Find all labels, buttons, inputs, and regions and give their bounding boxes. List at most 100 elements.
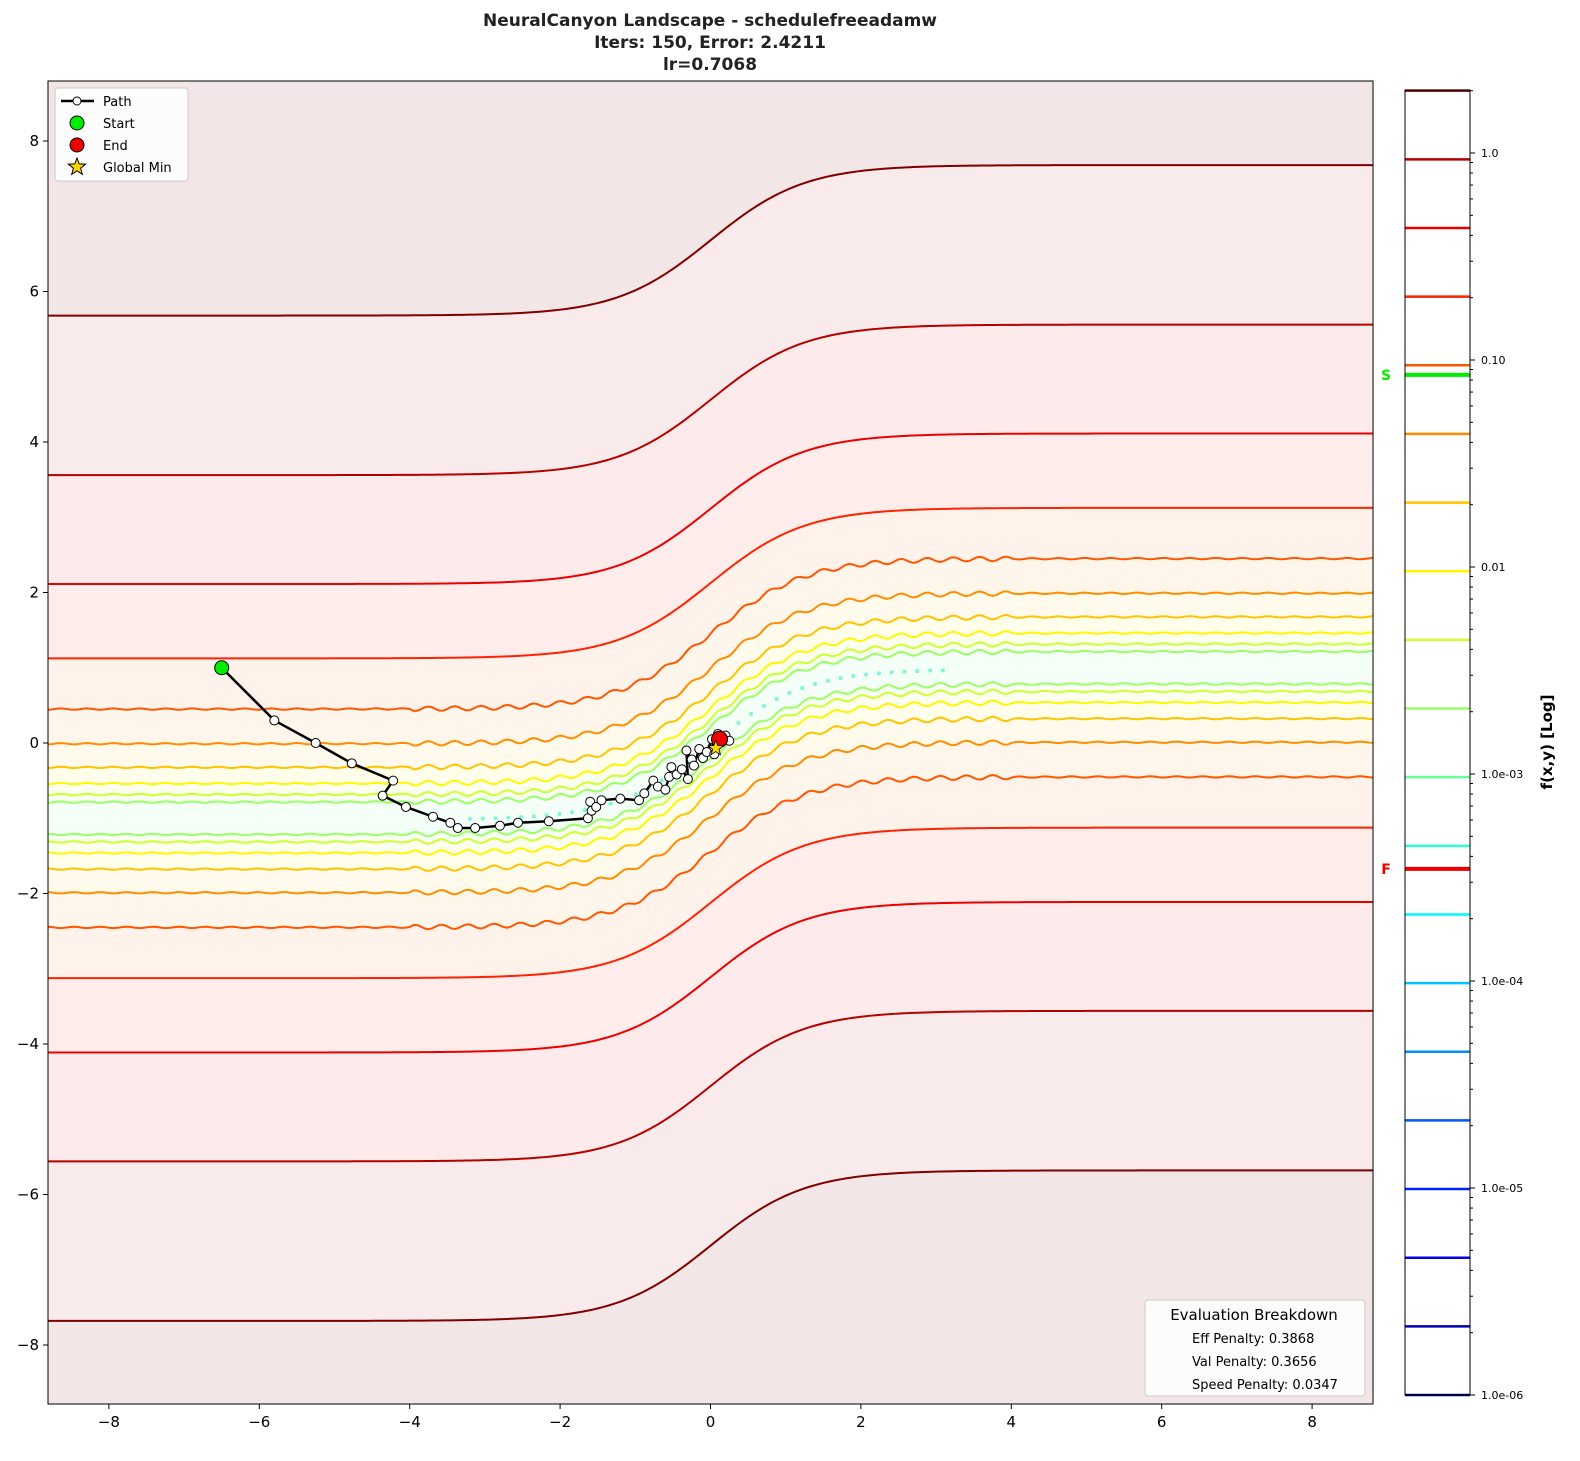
y-tick-label: 0 (29, 734, 39, 752)
x-tick-label: −4 (399, 1413, 421, 1431)
path-point (445, 817, 456, 828)
path-point (269, 715, 280, 726)
valley-ripple-dot (761, 703, 766, 708)
valley-ripple-dot (876, 671, 881, 676)
evaluation-eff: Eff Penalty: 0.3868 (1192, 1332, 1314, 1347)
valley-ripple-dot (864, 672, 869, 677)
contour-line (48, 614, 1373, 771)
valley-ripple-dot (889, 670, 894, 675)
x-tick-label: 2 (856, 1413, 866, 1431)
contour-line (48, 506, 1373, 660)
valley-ripple-dot (851, 674, 856, 679)
legend-end-marker (69, 137, 85, 153)
path-point (470, 823, 481, 834)
colorbar-tick-label: 0.01 (1481, 561, 1506, 574)
path-point (639, 788, 650, 799)
path-point (310, 738, 321, 748)
chart-title: NeuralCanyon Landscape - schedulefreeada… (483, 11, 937, 75)
valley-ripple-dot (659, 778, 664, 783)
path-point (634, 795, 645, 806)
valley-ripple-dot (467, 816, 472, 821)
legend-global-min-star (67, 156, 87, 176)
y-tick-label: 8 (29, 132, 39, 150)
start-marker (214, 660, 230, 676)
title-line-3: lr=0.7068 (663, 55, 757, 75)
valley-ripple-dot (608, 801, 613, 806)
path-point (377, 790, 388, 801)
title-line-1: NeuralCanyon Landscape - schedulefreeada… (483, 11, 937, 31)
path-point (494, 820, 505, 831)
valley-ripple-dot (787, 690, 792, 695)
x-tick-label: 6 (1157, 1413, 1167, 1431)
contour-line (48, 164, 1373, 317)
valley-ripple-dot (634, 792, 639, 797)
valley-ripple-dot (749, 711, 754, 716)
valley-ripple-dot (582, 808, 587, 813)
legend-path-label: Path (103, 95, 132, 110)
path-point (681, 745, 692, 756)
path-point (346, 758, 357, 769)
valley-ripple-dot (838, 676, 843, 681)
path-point (452, 823, 463, 834)
valley-ripple-dot (544, 813, 549, 818)
evaluation-speed: Speed Penalty: 0.0347 (1192, 1378, 1338, 1393)
y-tick-label: −6 (17, 1186, 39, 1204)
contour-line (48, 432, 1373, 586)
legend-end-label: End (103, 139, 128, 154)
contour-line (48, 630, 1373, 787)
contour-line (48, 773, 1373, 931)
path-point (591, 801, 602, 812)
contour-line (48, 590, 1373, 747)
legend-start-marker (69, 115, 85, 131)
colorbar-tick-label: 1.0 (1481, 147, 1499, 160)
colorbar-tick-label: 0.10 (1481, 354, 1506, 367)
evaluation-title: Evaluation Breakdown (1170, 1306, 1338, 1324)
y-tick-label: −8 (17, 1336, 39, 1354)
colorbar-marker-label: F (1381, 862, 1391, 878)
x-tick-label: −6 (248, 1413, 270, 1431)
colorbar-tick-label: 1.0e-06 (1481, 1389, 1523, 1402)
valley-ripple-dot (928, 668, 933, 673)
evaluation-val: Val Penalty: 0.3656 (1192, 1355, 1317, 1370)
legend-global-min-label: Global Min (103, 161, 172, 176)
evaluation-box: Evaluation Breakdown Eff Penalty: 0.3868… (1144, 1299, 1366, 1397)
path-point (400, 801, 411, 812)
valley-ripple-dot (493, 816, 498, 821)
y-tick-label: 2 (29, 584, 39, 602)
colorbar: S F 1.0 0.10 0.01 1.0e-03 1.0e-04 1.0e-05 1.0e-… (1381, 89, 1556, 1402)
path-point (688, 760, 699, 771)
valley-ripple-dot (940, 668, 945, 673)
x-tick-label: −8 (98, 1413, 120, 1431)
x-axis: −8 −6 −4 −2 0 2 4 6 8 (98, 1404, 1317, 1431)
path-point (543, 816, 554, 827)
title-line-2: Iters: 150, Error: 2.4211 (594, 33, 826, 53)
valley-ripple-dot (800, 685, 805, 690)
x-tick-label: 8 (1307, 1413, 1317, 1431)
y-tick-label: 4 (29, 433, 39, 451)
y-tick-label: −2 (17, 885, 39, 903)
path-point (682, 774, 693, 785)
colorbar-marker-label: S (1381, 368, 1391, 384)
contour-line (48, 555, 1373, 712)
contour-line (48, 641, 1373, 798)
contour-line (48, 681, 1373, 838)
valley-ripple-dot (774, 696, 779, 701)
contour-lines (48, 164, 1373, 1322)
optimizer-path (214, 660, 735, 834)
legend: Path Start End Global Min (54, 87, 189, 182)
valley-ripple-dot (506, 815, 511, 820)
colorbar-label: f(x,y) [Log] (1538, 695, 1556, 790)
contour-line (48, 826, 1373, 980)
contour-line (48, 699, 1373, 856)
path-point (512, 817, 523, 828)
legend-path-marker (72, 96, 82, 106)
y-tick-label: 6 (29, 283, 39, 301)
x-tick-label: −2 (549, 1413, 571, 1431)
contour-line (48, 688, 1373, 845)
colorbar-tick-label: 1.0e-03 (1481, 768, 1523, 781)
valley-ripple-dot (531, 814, 536, 819)
valley-ripple-dot (902, 669, 907, 674)
valley-ripple-dot (813, 681, 818, 686)
valley-ripple-dot (825, 678, 830, 683)
